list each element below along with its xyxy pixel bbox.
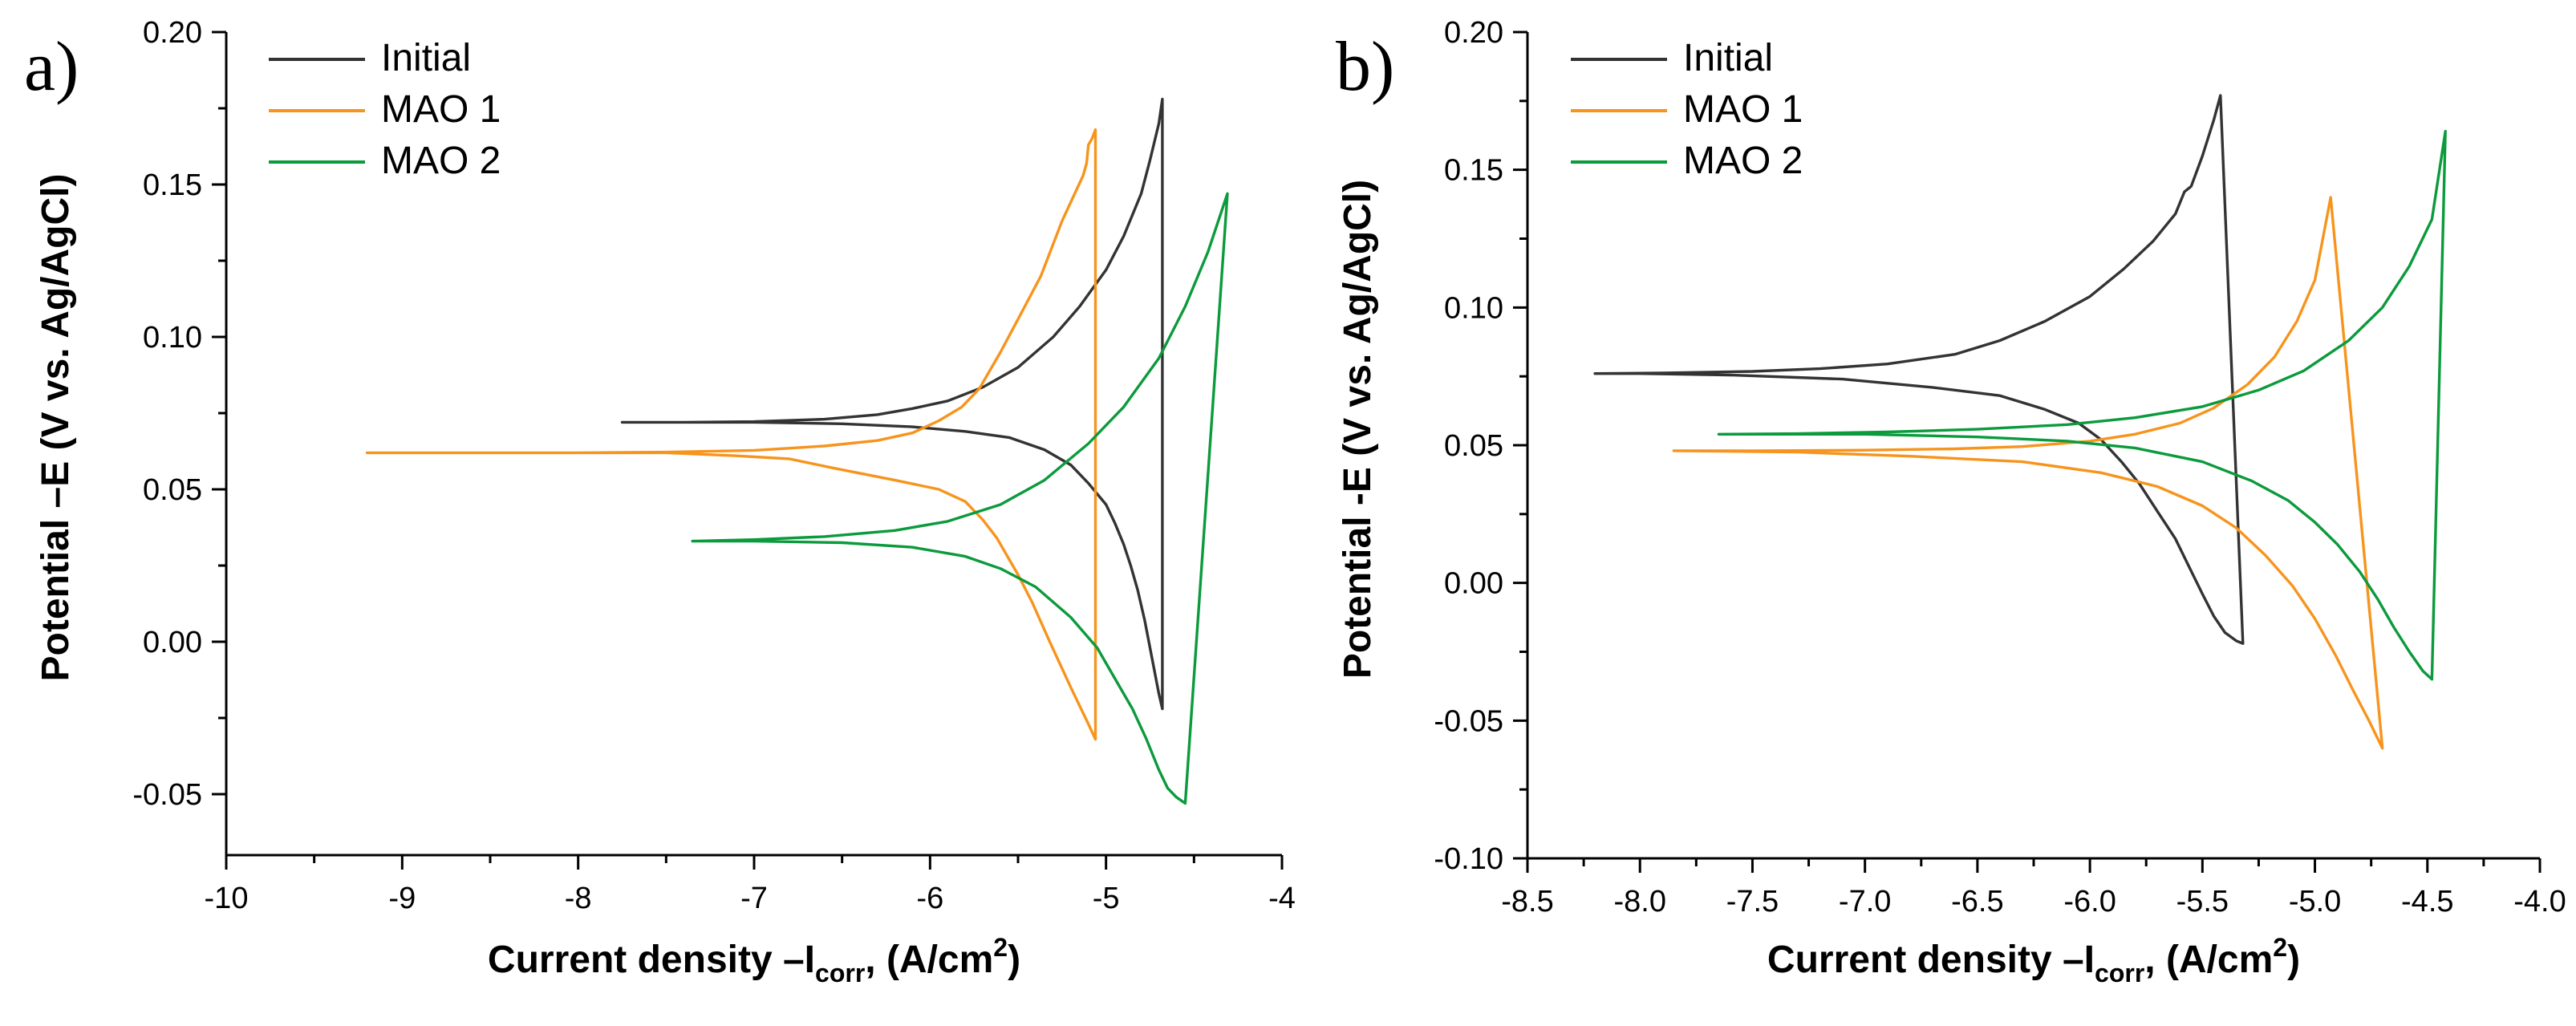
y-tick-label: -0.10: [1434, 842, 1503, 876]
y-axis-title: Potential -E (V vs. Ag/AgCl): [1337, 180, 1379, 679]
x-axis-title-part: 2: [993, 933, 1008, 962]
y-tick-label: 0.10: [1444, 291, 1503, 325]
y-tick-label: 0.15: [1444, 154, 1503, 188]
series-line-initial: [620, 97, 1164, 711]
x-axis-title: Current density –Icorr, (A/cm2): [1767, 933, 2300, 987]
x-tick-label: -8.5: [1501, 885, 1553, 919]
y-axis-title: Potential –E (V vs. Ag/AgCl): [34, 174, 77, 682]
legend-label: MAO 2: [381, 140, 501, 182]
series-line-mao-1: [365, 128, 1097, 741]
legend-label: MAO 1: [1683, 88, 1803, 131]
x-tick-label: -8.0: [1613, 885, 1665, 919]
x-axis-title-part: 2: [2273, 933, 2287, 962]
x-tick-label: -5.0: [2289, 885, 2341, 919]
x-axis-title-part: Current density –I: [488, 939, 815, 981]
y-tick-label: 0.00: [143, 626, 202, 659]
legend-label: Initial: [381, 37, 471, 79]
panel-label: b): [1336, 28, 1394, 106]
y-tick-label: 0.15: [143, 168, 202, 202]
series-line-initial: [1593, 94, 2245, 645]
x-axis-title-part: , (A/cm: [865, 939, 993, 981]
x-tick-label: -7.5: [1726, 885, 1779, 919]
x-tick-label: -7: [740, 882, 768, 915]
x-axis-title-part: , (A/cm: [2144, 939, 2273, 981]
x-tick-label: -4.5: [2401, 885, 2453, 919]
series-line-mao-2: [1717, 129, 2447, 681]
x-axis-title-part: ): [2287, 939, 2300, 981]
x-tick-label: -4.0: [2513, 885, 2566, 919]
x-tick-label: -9: [388, 882, 416, 915]
x-tick-label: -5: [1093, 882, 1120, 915]
y-tick-label: 0.05: [1444, 429, 1503, 463]
x-tick-label: -7.0: [1839, 885, 1891, 919]
x-tick-label: -6.5: [1951, 885, 2003, 919]
legend-label: MAO 1: [381, 88, 501, 131]
panel-label: a): [24, 28, 79, 106]
x-axis-title-part: ): [1008, 939, 1020, 981]
x-tick-label: -6: [916, 882, 943, 915]
series-line-mao-2: [691, 192, 1229, 805]
y-tick-label: -0.05: [1434, 704, 1503, 738]
x-tick-label: -6.0: [2063, 885, 2116, 919]
y-tick-label: 0.20: [143, 16, 202, 50]
y-tick-label: 0.10: [143, 321, 202, 355]
y-tick-label: 0.00: [1444, 567, 1503, 601]
x-tick-label: -10: [205, 882, 249, 915]
legend-label: MAO 2: [1683, 140, 1803, 182]
legend-label: Initial: [1683, 37, 1773, 79]
x-axis-title-part: corr: [2095, 959, 2144, 987]
x-axis-title-part: corr: [815, 959, 865, 987]
series-line-mao-1: [1672, 196, 2384, 750]
panel-b: -8.5 -8.0 -7.5 -7.0 -6.5 -6.0 -5.5 -5.0 -4.5 -4.0…: [1336, 16, 2566, 987]
y-tick-label: 0.20: [1444, 16, 1503, 50]
x-tick-label: -5.5: [2176, 885, 2229, 919]
y-tick-label: -0.05: [132, 778, 202, 812]
x-axis-title: Current density –Icorr, (A/cm2): [488, 933, 1020, 987]
x-axis-title-part: Current density –I: [1767, 939, 2095, 981]
x-tick-label: -4: [1268, 882, 1296, 915]
x-tick-label: -8: [565, 882, 592, 915]
panel-a: -10 -9 -8 -7 -6 -5 -4 -0.05 0.00 0.05 0.10 0.15 0.20…: [24, 16, 1296, 987]
y-tick-label: 0.05: [143, 473, 202, 507]
